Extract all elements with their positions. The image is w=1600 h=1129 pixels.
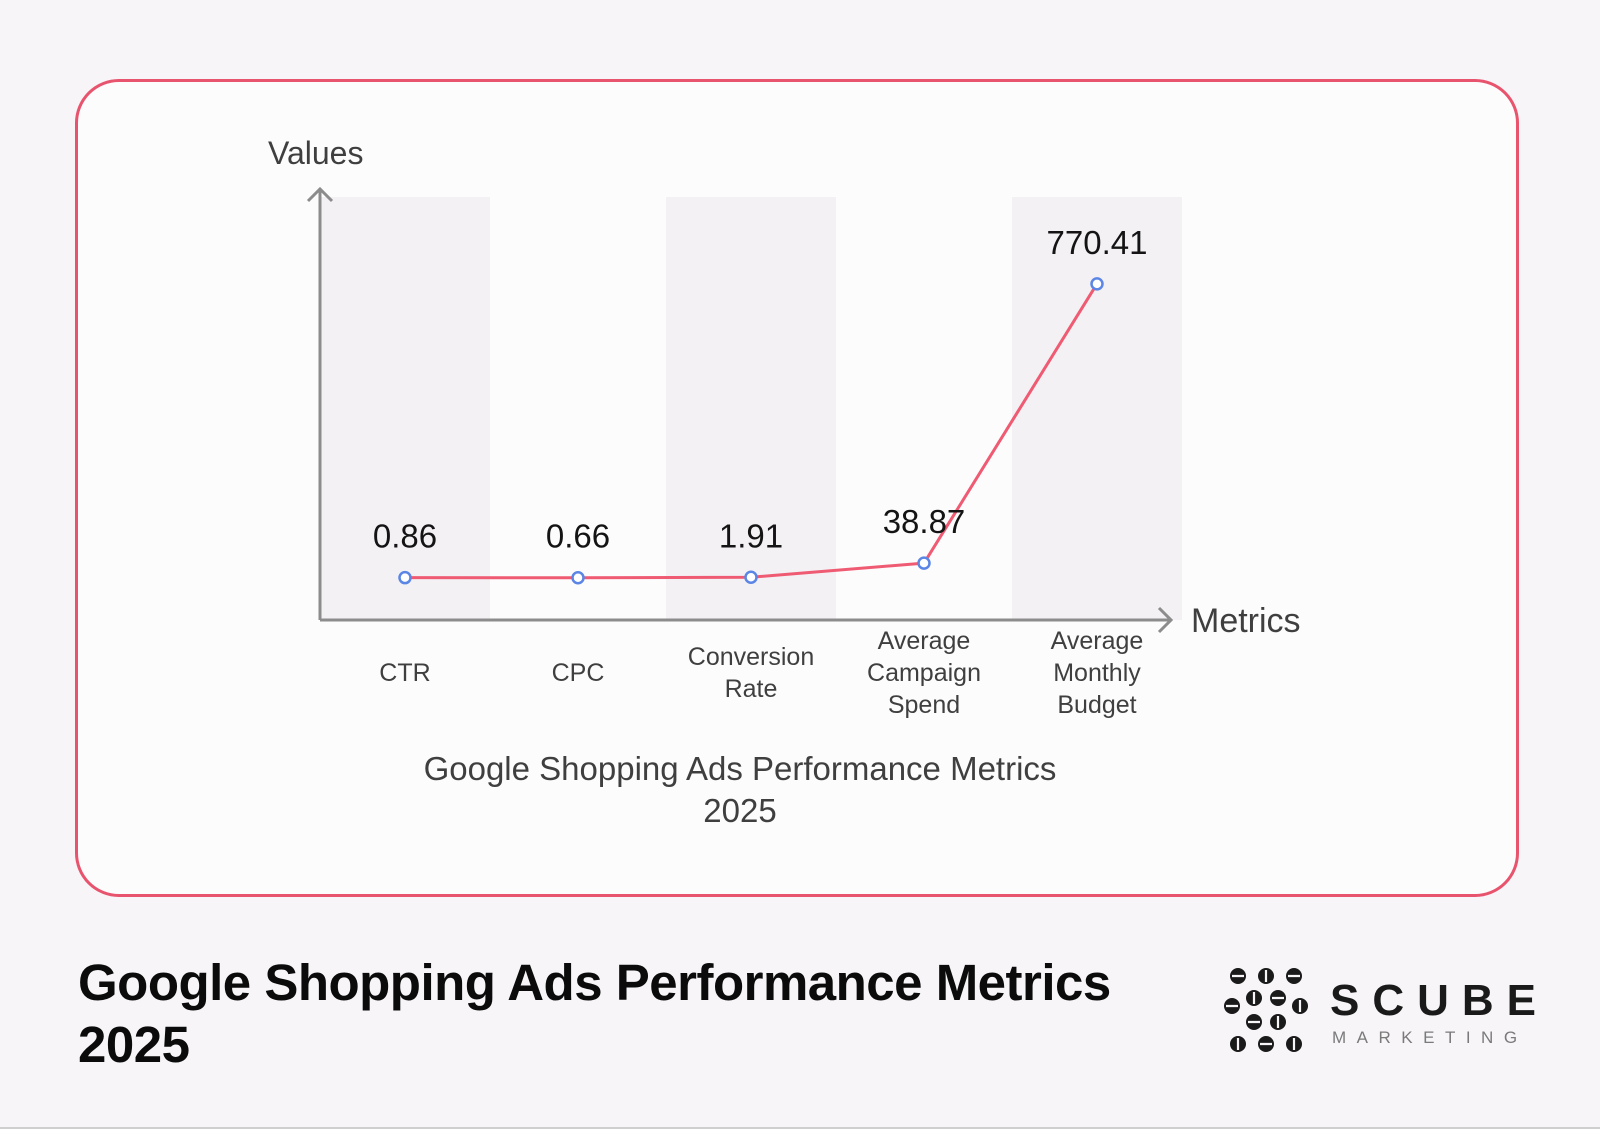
bottom-rule <box>0 1127 1600 1129</box>
footer-title-line-2: 2025 <box>78 1016 190 1073</box>
data-label-3: 38.87 <box>883 503 966 540</box>
x-tick-label-2: Conversion Rate <box>688 643 814 703</box>
data-point-3 <box>917 556 931 570</box>
data-label-4: 770.41 <box>1047 224 1148 261</box>
category-band-2 <box>666 197 836 620</box>
x-tick-label-4: Average Monthly Budget <box>1051 627 1144 719</box>
data-point-4 <box>1090 277 1104 291</box>
x-tick-label-1: CPC <box>552 659 605 687</box>
y-axis-arrow-icon <box>306 186 334 203</box>
scube-logo-icon <box>1224 968 1308 1052</box>
data-label-0: 0.86 <box>373 518 437 555</box>
chart-title: Google Shopping Ads Performance Metrics 2… <box>424 750 1057 829</box>
logo-subtitle: MARKETING <box>1332 1028 1528 1047</box>
category-band-4 <box>1012 197 1182 620</box>
category-band-0 <box>320 197 490 620</box>
data-point-0 <box>398 570 412 585</box>
x-tick-label-3: Average Campaign Spend <box>867 627 981 719</box>
data-point-2 <box>744 570 758 585</box>
chart-card: Values Metrics 0.86 0.66 1.91 38.87 770.41 CTR C… <box>75 79 1519 897</box>
x-axis-title: Metrics <box>1191 602 1301 640</box>
data-label-2: 1.91 <box>719 517 783 554</box>
scube-logo: SCUBE MARKETING <box>1224 968 1536 1058</box>
data-label-1: 0.66 <box>546 518 610 555</box>
line-chart: Values Metrics 0.86 0.66 1.91 38.87 770.41 CTR C… <box>268 135 1301 829</box>
logo-wordmark: SCUBE <box>1330 976 1550 1025</box>
x-axis-arrow-icon <box>1157 606 1174 634</box>
footer-title-line-1: Google Shopping Ads Performance Metrics <box>78 954 1111 1011</box>
footer-title: Google Shopping Ads Performance Metrics … <box>78 952 1198 1076</box>
x-tick-label-0: CTR <box>379 659 430 687</box>
y-axis-title: Values <box>268 135 363 171</box>
data-point-1 <box>571 570 585 585</box>
